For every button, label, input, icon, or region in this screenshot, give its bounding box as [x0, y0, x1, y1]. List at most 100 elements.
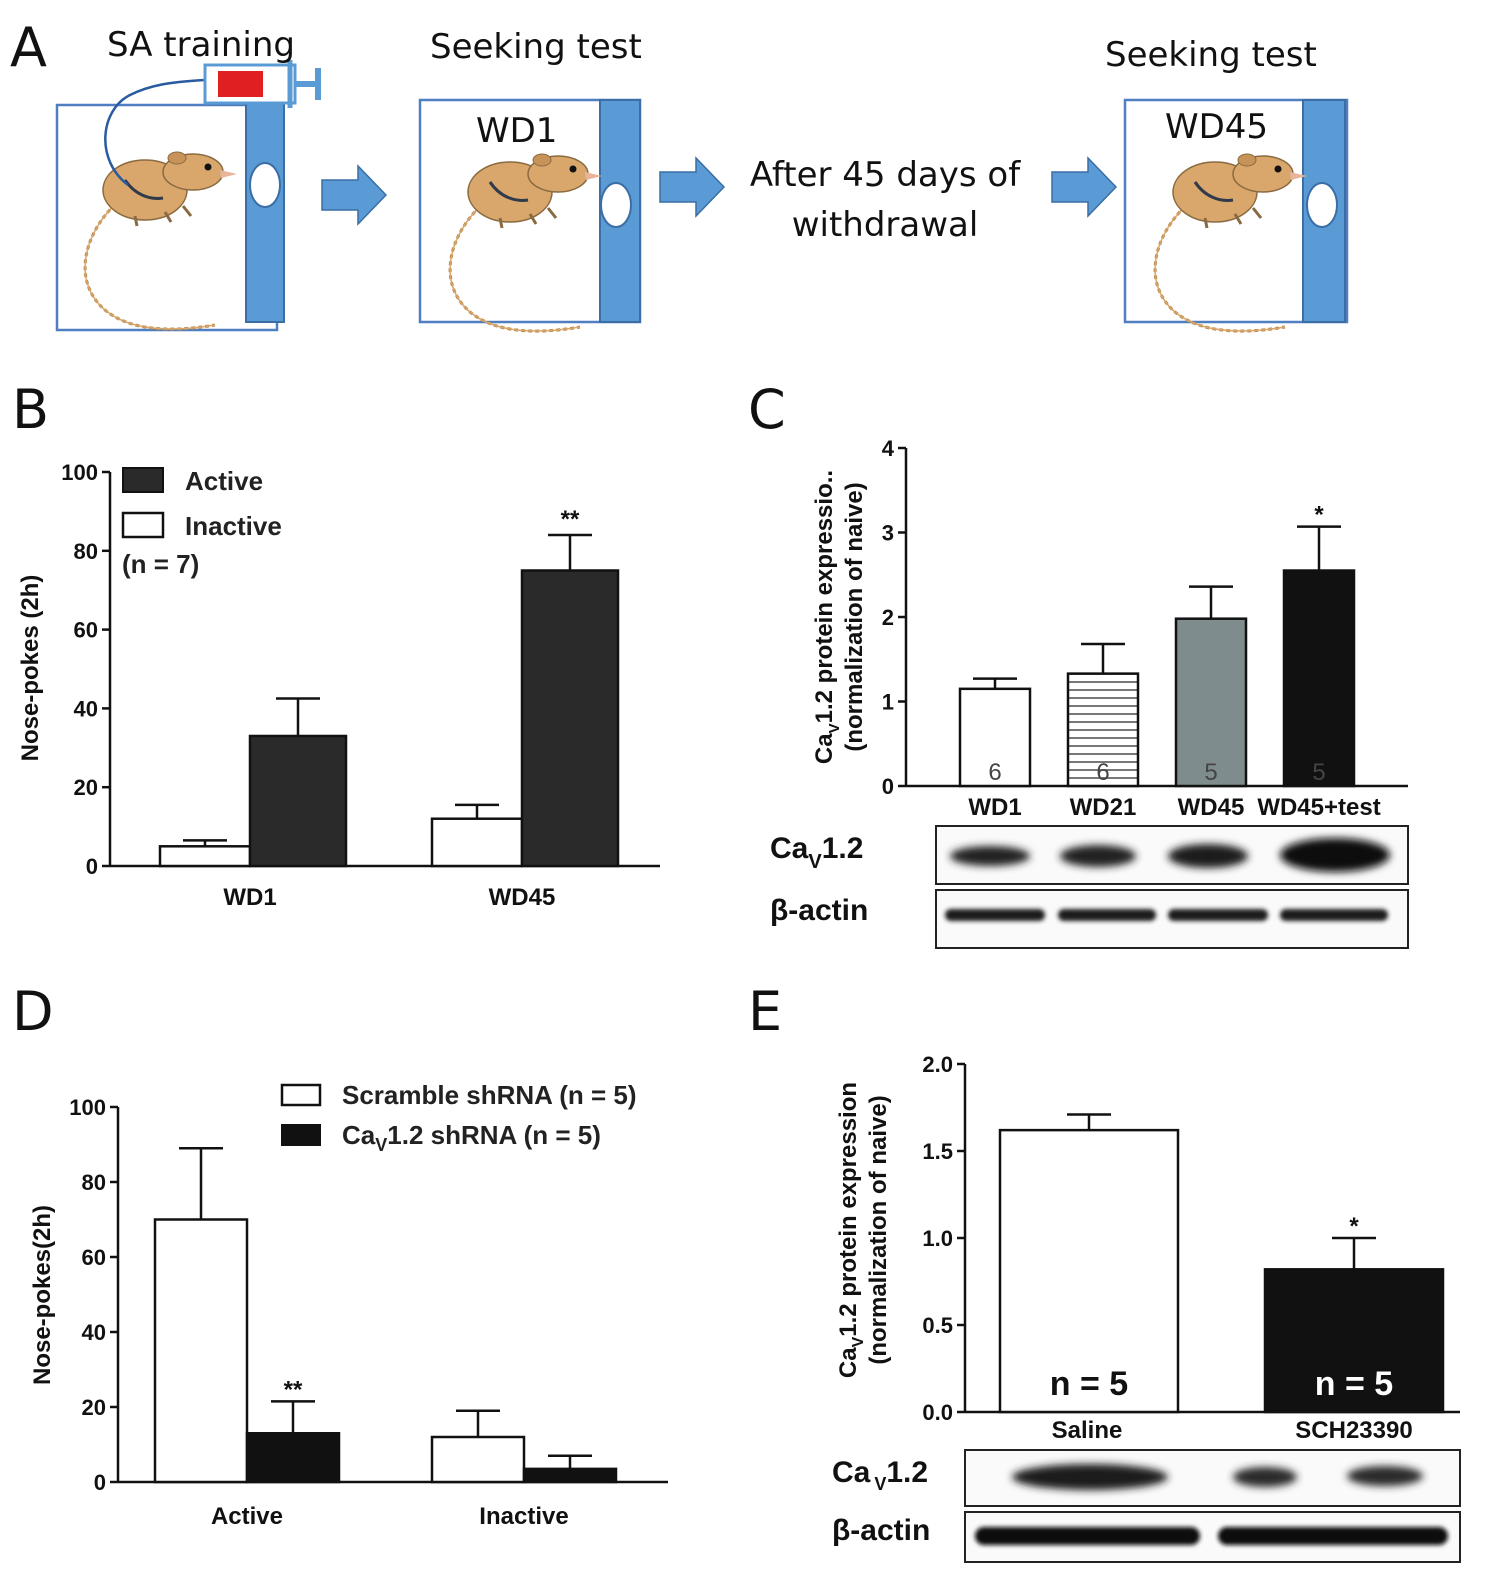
wd45-label: WD45 — [1165, 107, 1268, 147]
blot-label-cav12: CaV1.2 — [770, 832, 863, 873]
x-category-label: Inactive — [479, 1503, 568, 1530]
bar-active — [520, 569, 620, 868]
bar-wd45-test — [1282, 569, 1356, 788]
x-category-label: WD1 — [968, 794, 1021, 821]
y-tick-label: 0.0 — [922, 1400, 953, 1425]
x-category-label: Saline — [1052, 1417, 1123, 1444]
panel-letter-e: E — [748, 980, 782, 1043]
legend-swatch-cav12 — [281, 1124, 321, 1146]
panel-a: A SA training Seeking test — [10, 16, 1349, 333]
x-category-label: SCH23390 — [1295, 1417, 1412, 1444]
syringe-icon — [203, 60, 321, 108]
blot-label-beta-actin: β-actin — [770, 894, 868, 927]
y-tick-label: 0.5 — [922, 1313, 953, 1338]
legend-label-scramble: Scramble shRNA (n = 5) — [342, 1080, 637, 1110]
bar-cav12-shrna — [245, 1432, 341, 1484]
legend-n-note: (n = 7) — [122, 549, 199, 579]
y-tick-label: 40 — [74, 696, 98, 721]
withdrawal-text-line1: After 45 days of — [750, 155, 1021, 195]
y-tick-label: 1.5 — [922, 1139, 953, 1164]
sa-training-chamber — [55, 60, 321, 332]
bar-active — [248, 734, 348, 868]
panel-letter-d: D — [12, 980, 54, 1043]
panel-letter-c: C — [748, 378, 786, 441]
bar-scramble-shrna — [153, 1218, 249, 1484]
y-tick-label: 2 — [882, 605, 894, 630]
y-axis-title-line1: CaV1.2 protein expression — [835, 1082, 867, 1378]
x-category-label: Active — [211, 1503, 283, 1530]
panel-letter-b: B — [12, 378, 49, 441]
bar-inactive — [158, 845, 252, 868]
y-tick-label: 80 — [74, 539, 98, 564]
y-tick-label: 100 — [61, 460, 98, 485]
legend-swatch-scramble — [280, 1083, 322, 1107]
legend-label-inactive: Inactive — [185, 511, 282, 541]
y-tick-label: 0 — [86, 854, 98, 879]
blot-label-beta-actin: β-actin — [832, 1514, 930, 1547]
x-category-label: WD45+test — [1257, 794, 1380, 821]
wd1-label: WD1 — [476, 111, 557, 151]
y-tick-label: 20 — [82, 1395, 106, 1420]
arrow-right-icon — [659, 156, 726, 218]
seeking-test-label-1: Seeking test — [430, 27, 642, 67]
y-axis-title-line1: CaV1.2 protein expressio.. — [811, 470, 843, 764]
chart-panel-d: 0 20 40 60 80 100 Active Inactive ** Scramble shR… — [29, 1080, 668, 1530]
sa-training-label: SA training — [107, 25, 295, 65]
y-tick-label: 2.0 — [922, 1052, 953, 1077]
significance-marker: ** — [284, 1376, 303, 1403]
wd1-chamber: WD1 — [418, 98, 642, 333]
y-axis-title: Nose-pokes(2h) — [29, 1205, 56, 1385]
chart-panel-c: 0 1 2 3 4 6 WD1 6 WD21 5 WD45 5 WD45+test * CaV1.2 pro… — [811, 436, 1408, 821]
n-label: 6 — [988, 759, 1001, 786]
western-blot-e: Ca V1.2 β-actin — [832, 1449, 1461, 1563]
legend-label-active: Active — [185, 466, 263, 496]
y-axis-title: Nose-pokes (2h) — [17, 575, 44, 762]
x-category-label: WD45 — [1178, 794, 1245, 821]
significance-marker: * — [1314, 502, 1324, 529]
y-tick-label: 3 — [882, 521, 894, 546]
x-category-label: WD21 — [1070, 794, 1137, 821]
n-label: 5 — [1312, 759, 1325, 786]
significance-marker: ** — [561, 506, 580, 533]
y-axis-title-line2: (normalization of naive) — [841, 482, 868, 751]
y-tick-label: 60 — [74, 618, 98, 643]
bar-sch23390 — [1263, 1268, 1445, 1414]
x-category-label: WD1 — [223, 884, 276, 911]
y-tick-label: 4 — [882, 436, 895, 461]
n-label: 5 — [1204, 759, 1217, 786]
legend-label-cav12: CaV1.2 shRNA (n = 5) — [342, 1120, 601, 1155]
chart-panel-e: 0.0 0.5 1.0 1.5 2.0 n = 5 Saline n = 5 SCH23390 *… — [835, 1052, 1460, 1444]
y-tick-label: 1.0 — [922, 1226, 953, 1251]
y-tick-label: 100 — [69, 1095, 106, 1120]
bar-wd21 — [1066, 672, 1140, 788]
bar-saline — [998, 1128, 1180, 1414]
bar-inactive — [430, 817, 524, 868]
n-label: n = 5 — [1050, 1365, 1128, 1403]
n-label: 6 — [1096, 759, 1109, 786]
y-tick-label: 0 — [94, 1470, 106, 1495]
y-tick-label: 20 — [74, 775, 98, 800]
bar-cav12-shrna — [522, 1467, 618, 1484]
wd45-chamber: WD45 — [1123, 98, 1349, 333]
y-tick-label: 0 — [882, 774, 894, 799]
arrow-right-icon — [321, 164, 388, 226]
y-axis-title-line2: (normalization of naive) — [865, 1095, 892, 1364]
x-category-label: WD45 — [489, 884, 556, 911]
significance-marker: * — [1349, 1213, 1359, 1240]
chart-panel-b: 0 20 40 60 80 100 WD1 WD45 ** Active Inactive (n = … — [17, 460, 660, 911]
seeking-test-label-2: Seeking test — [1105, 35, 1317, 75]
y-tick-label: 40 — [82, 1320, 106, 1345]
bar-scramble-shrna — [430, 1435, 526, 1484]
arrow-right-icon — [1051, 156, 1118, 218]
western-blot-c: CaV1.2 β-actin — [770, 825, 1409, 949]
n-label: n = 5 — [1315, 1365, 1393, 1403]
withdrawal-text-line2: withdrawal — [792, 205, 979, 245]
legend-swatch-active — [122, 467, 164, 493]
panel-letter-a: A — [10, 16, 47, 79]
bar-wd1 — [958, 687, 1032, 788]
bar-wd45 — [1174, 617, 1248, 788]
y-tick-label: 1 — [882, 690, 894, 715]
y-tick-label: 80 — [82, 1170, 106, 1195]
